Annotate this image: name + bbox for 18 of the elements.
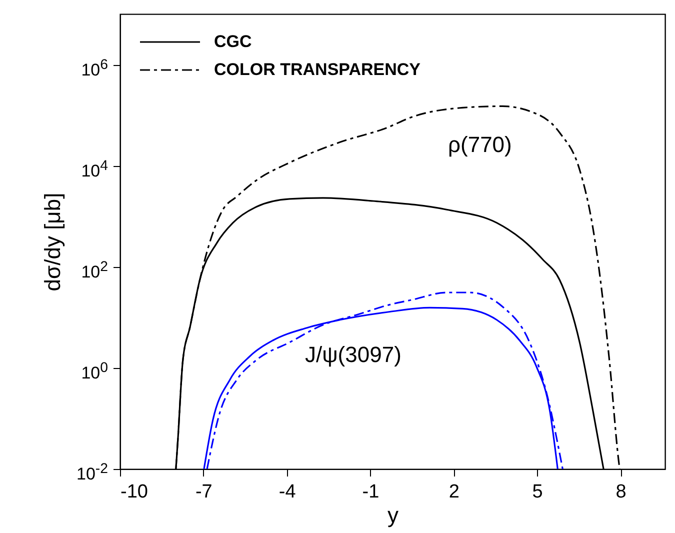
x-tick-label: -1: [362, 482, 380, 502]
legend-label: CGC: [214, 32, 252, 52]
x-tick-label: 2: [448, 482, 460, 502]
y-tick-label: 10$^{0}$: [81, 358, 108, 384]
x-tick-label: 5: [532, 482, 543, 502]
y-tick-label: 10$^{6}$: [81, 56, 108, 80]
annotation: J/ψ(3097): [305, 342, 402, 368]
legend-label: COLOR TRANSPARENCY: [214, 60, 421, 80]
y-tick-label: 10$^{2}$: [81, 258, 108, 282]
x-tick-label: 8: [616, 482, 626, 502]
x-tick-label: -10: [120, 482, 148, 502]
y-axis-title: dσ/dy [μb]: [40, 192, 65, 292]
x-tick-label: -4: [278, 482, 296, 502]
annotation: ρ(770): [448, 132, 512, 158]
y-tick-label: 10$^{-2}$: [76, 460, 108, 485]
x-axis-title: y: [388, 502, 398, 528]
x-tick-label: -7: [195, 482, 212, 502]
y-tick-label: 10$^{4}$: [81, 156, 108, 182]
